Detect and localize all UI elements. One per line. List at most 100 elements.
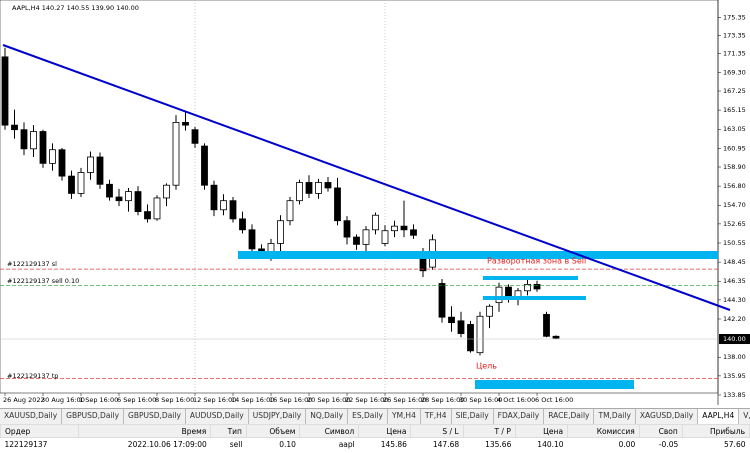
cell: -0.05: [658, 440, 679, 449]
tab[interactable]: XAGUSD,Daily: [636, 409, 699, 424]
y-tick-label: 144.30: [723, 296, 746, 304]
tab[interactable]: SIE,Daily: [452, 409, 494, 424]
y-tick-label: 148.45: [723, 258, 746, 266]
cell: 0.10: [279, 440, 296, 449]
column-header[interactable]: Цена: [358, 424, 412, 438]
candle-body: [11, 124, 18, 131]
y-tick-label: 142.20: [723, 315, 746, 323]
column-header[interactable]: Цена: [514, 424, 569, 438]
candle-body: [106, 183, 113, 198]
candle-body: [372, 214, 379, 231]
x-tick-label: 12 Sep 16:00: [193, 396, 236, 404]
column-header[interactable]: Своп: [638, 424, 683, 438]
x-tick-label: 30 Aug 16:00: [41, 396, 85, 404]
cell: 2022.10.06 17:09:00: [127, 440, 207, 449]
trend-line: [2, 44, 731, 311]
candle-body: [77, 172, 85, 194]
column-header[interactable]: T / P: [462, 424, 516, 438]
candle-body: [153, 197, 161, 220]
x-tick-label: 14 Sep 16:00: [231, 396, 274, 404]
column-header[interactable]: Ордер: [0, 424, 79, 438]
annotation: Цель: [476, 362, 497, 371]
candle-body: [448, 316, 455, 324]
candle-body: [277, 220, 284, 244]
plot-area: [0, 0, 719, 394]
tab[interactable]: TF,H4: [421, 409, 452, 424]
column-header[interactable]: Комиссия: [567, 424, 640, 438]
chart-tabs: XAUUSD,Daily GBPUSD,Daily GBPUSD,Daily AUDU…: [0, 408, 750, 424]
column-header[interactable]: Объем: [245, 424, 301, 438]
x-tick-label: 1 Sep 16:00: [79, 396, 118, 404]
tab[interactable]: USDJPY,Daily: [249, 409, 307, 424]
tab[interactable]: ES,Daily: [348, 409, 388, 424]
tab[interactable]: YM,H4: [388, 409, 421, 424]
candle-body: [296, 182, 303, 202]
cell: 122129137: [4, 440, 48, 449]
zone: [475, 380, 634, 389]
column-header[interactable]: Прибыль: [681, 424, 750, 438]
candle-body: [286, 200, 294, 222]
tab[interactable]: V,M: [739, 409, 750, 424]
candle-body: [353, 236, 360, 245]
x-tick-label: 16 Sep 16:00: [269, 396, 312, 404]
y-tick-label: 156.80: [723, 182, 746, 190]
candle-body: [134, 191, 142, 213]
order-label: #122129137 tp: [7, 372, 58, 380]
candle-body: [410, 229, 417, 236]
candle-body: [248, 229, 256, 250]
tab[interactable]: NQ,Daily: [306, 409, 349, 424]
order-row[interactable]: 122129137 2022.10.06 17:09:00 sell 0.10 aapl…: [1, 438, 750, 452]
cell: sell: [229, 440, 243, 449]
x-tick-label: 22 Sep 16:00: [345, 396, 388, 404]
candle-body: [20, 129, 28, 150]
candle-body: [182, 122, 189, 126]
candle-body: [144, 211, 151, 220]
tab[interactable]: TM,Daily: [594, 409, 636, 424]
column-header[interactable]: S / L: [410, 424, 464, 438]
candle-body: [476, 315, 484, 354]
column-header[interactable]: Тип: [210, 424, 247, 438]
column-header[interactable]: Символ: [299, 424, 360, 438]
candle-body: [400, 225, 408, 231]
candle-body: [115, 196, 123, 202]
candle-body: [68, 175, 75, 194]
candle-body: [96, 156, 104, 185]
candle-body: [58, 149, 66, 177]
chart: AAPL,H4 140.27 140.55 139.90 140.00 #122…: [0, 0, 750, 405]
y-tick-label: 150.55: [723, 239, 746, 247]
candle-body: [552, 335, 560, 339]
candle-body: [495, 286, 503, 304]
tab[interactable]: GBPUSD,Daily: [62, 409, 125, 424]
cell: 135.66: [485, 440, 512, 449]
tab[interactable]: RACE,Daily: [544, 409, 595, 424]
y-tick-label: 158.90: [723, 163, 746, 171]
zone: [238, 251, 718, 259]
order-label: #122129137 sl: [7, 260, 57, 268]
candle-body: [229, 200, 237, 220]
tab[interactable]: AAPL,H4: [698, 409, 740, 424]
x-tick-label: 26 Aug 2022: [3, 396, 45, 404]
tab[interactable]: AUDUSD,Daily: [186, 409, 249, 424]
annotation: Разворотная зона в Sell: [487, 257, 586, 266]
candle-body: [524, 284, 531, 292]
y-tick-label: 133.85: [723, 391, 746, 399]
candle-body: [334, 187, 341, 222]
tab[interactable]: XAUUSD,Daily: [0, 409, 63, 424]
candle-body: [220, 200, 227, 211]
x-tick-label: 6 Oct 16:00: [535, 396, 573, 404]
y-tick-label: 160.95: [723, 144, 746, 152]
candle-body: [486, 305, 493, 317]
tab[interactable]: GBPUSD,Daily: [124, 409, 186, 424]
candle-body: [172, 122, 180, 186]
chart-title: AAPL,H4 140.27 140.55 139.90 140.00: [12, 4, 139, 12]
tab[interactable]: FDAX,Daily: [494, 409, 545, 424]
column-header[interactable]: Время: [77, 424, 212, 438]
candle-body: [201, 145, 208, 186]
candle-body: [1, 56, 9, 126]
y-tick-label: 169.30: [723, 68, 746, 76]
x-tick-label: 26 Sep 16:00: [383, 396, 426, 404]
candle-body: [343, 220, 351, 238]
cell: 140.10: [537, 440, 564, 449]
